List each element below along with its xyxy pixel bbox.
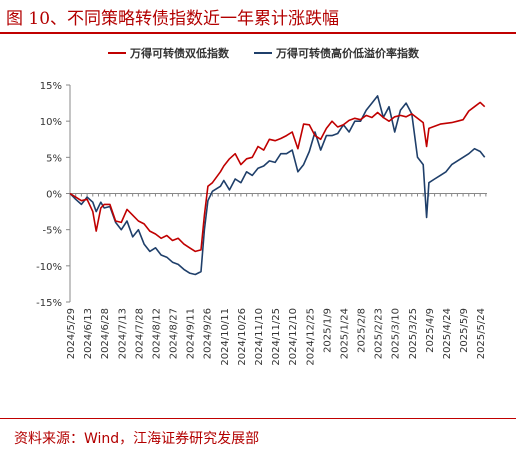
y-tick-label: 0% — [46, 190, 62, 201]
x-tick-label: 2025/5/9 — [459, 308, 470, 353]
title-divider — [0, 32, 516, 34]
x-tick-label: 2024/8/27 — [169, 308, 180, 359]
x-tick-label: 2024/11/25 — [271, 308, 282, 366]
x-tick-label: 2024/12/25 — [305, 308, 316, 366]
x-tick-label: 2025/2/8 — [357, 308, 368, 353]
y-tick-label: -10% — [36, 262, 62, 273]
y-tick-label: 10% — [40, 117, 62, 128]
source-note: 资料来源：Wind，江海证券研究发展部 — [14, 431, 260, 447]
legend: 万得可转债双低指数 万得可转债高价低溢价率指数 — [108, 46, 420, 60]
series-line-1 — [69, 101, 486, 253]
x-tick-label: 2025/5/24 — [476, 308, 487, 359]
legend-label-series-2: 万得可转债高价低溢价率指数 — [275, 46, 420, 60]
x-tick-label: 2025/4/9 — [425, 308, 436, 353]
x-tick-label: 2024/10/11 — [220, 308, 231, 366]
source-divider — [0, 418, 516, 419]
series-line-2 — [69, 95, 486, 276]
axes: -15% -10% -5% 0% 5% 10% 15% 2024/5/29 2024/6/13 2… — [36, 81, 487, 366]
legend-label-series-1: 万得可转债双低指数 — [129, 46, 230, 60]
x-tick-label: 2024/7/28 — [134, 308, 145, 359]
y-tick-label: -15% — [36, 298, 62, 309]
plot-area — [69, 95, 486, 276]
x-tick-label: 2025/2/23 — [374, 308, 385, 359]
x-tick-label: 2025/4/24 — [442, 308, 453, 359]
x-tick-label: 2024/9/26 — [203, 308, 214, 359]
x-tick-label: 2024/10/26 — [237, 308, 248, 366]
x-tick-label: 2025/1/9 — [322, 308, 333, 353]
x-tick-label: 2024/8/12 — [151, 308, 162, 359]
y-tick-label: 15% — [40, 81, 62, 92]
x-tick-label: 2024/6/28 — [100, 308, 111, 359]
x-tick-label: 2024/9/11 — [186, 308, 197, 359]
x-tick-label: 2024/6/13 — [83, 308, 94, 359]
figure-title: 图 10、不同策略转债指数近一年累计涨跌幅 — [6, 9, 340, 29]
x-tick-label: 2024/11/10 — [254, 308, 265, 366]
y-tick-label: 5% — [46, 153, 62, 164]
chart: 万得可转债双低指数 万得可转债高价低溢价率指数 -15% -10% -5% 0% 5% 1… — [36, 46, 487, 366]
y-tick-label: -5% — [43, 226, 62, 237]
x-tick-label: 2025/3/10 — [391, 308, 402, 359]
x-tick-label: 2024/7/13 — [117, 308, 128, 359]
x-tick-label: 2025/3/25 — [408, 308, 419, 359]
x-tick-label: 2025/1/24 — [339, 308, 350, 359]
x-tick-label: 2024/12/10 — [288, 308, 299, 366]
x-tick-label: 2024/5/29 — [66, 308, 77, 359]
